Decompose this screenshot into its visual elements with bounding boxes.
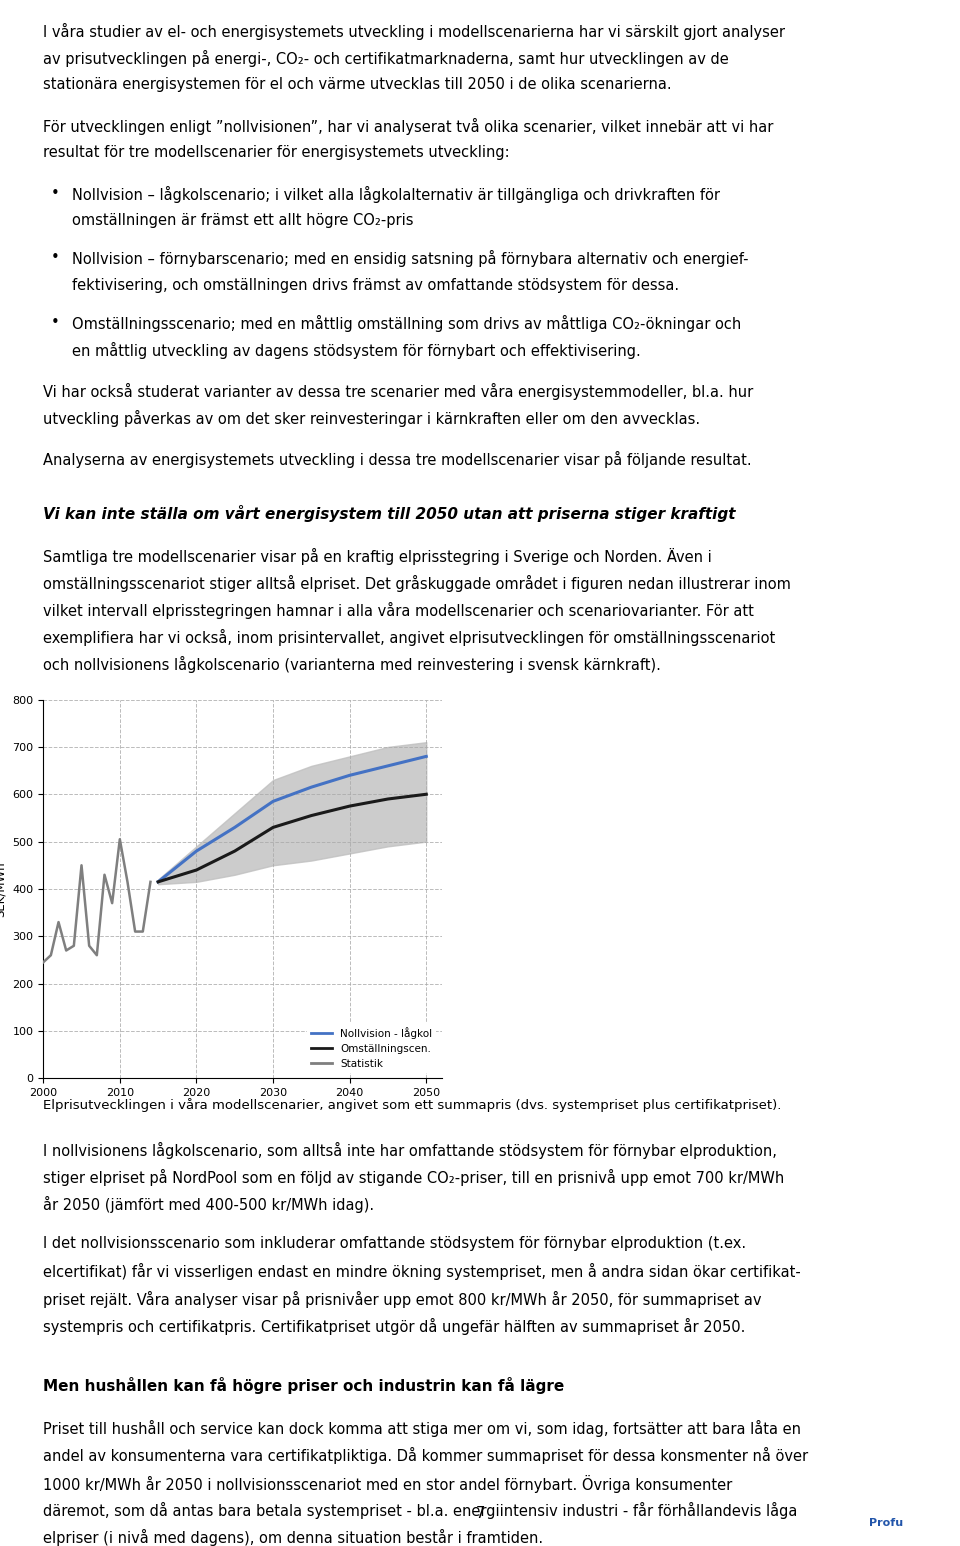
Text: •: •	[51, 250, 60, 266]
Text: I nollvisionens lågkolscenario, som alltså inte har omfattande stödsystem för fö: I nollvisionens lågkolscenario, som allt…	[43, 1141, 777, 1160]
Text: stationära energisystemen för el och värme utvecklas till 2050 i de olika scenar: stationära energisystemen för el och vär…	[43, 77, 672, 93]
Text: utveckling påverkas av om det sker reinvesteringar i kärnkraften eller om den av: utveckling påverkas av om det sker reinv…	[43, 410, 701, 427]
Text: Samtliga tre modellscenarier visar på en kraftig elprisstegring i Sverige och No: Samtliga tre modellscenarier visar på en…	[43, 547, 712, 566]
Text: omställningsscenariot stiger alltså elpriset. Det gråskuggade området i figuren : omställningsscenariot stiger alltså elpr…	[43, 575, 791, 592]
Text: 7: 7	[475, 1506, 485, 1521]
Text: Nollvision – förnybarscenario; med en ensidig satsning på förnybara alternativ o: Nollvision – förnybarscenario; med en en…	[72, 250, 749, 267]
Text: systempris och certifikatpris. Certifikatpriset utgör då ungefär hälften av summ: systempris och certifikatpris. Certifika…	[43, 1317, 746, 1334]
Text: Profu: Profu	[869, 1518, 903, 1527]
Text: I det nollvisionsscenario som inkluderar omfattande stödsystem för förnybar elpr: I det nollvisionsscenario som inkluderar…	[43, 1237, 746, 1251]
Text: Priset till hushåll och service kan dock komma att stiga mer om vi, som idag, fo: Priset till hushåll och service kan dock…	[43, 1421, 802, 1438]
Text: Vi kan inte ställa om vårt energisystem till 2050 utan att priserna stiger kraft: Vi kan inte ställa om vårt energisystem …	[43, 504, 735, 521]
Text: Elprisutvecklingen i våra modellscenarier, angivet som ett summapris (dvs. syste: Elprisutvecklingen i våra modellscenarie…	[43, 1098, 781, 1113]
Text: •: •	[51, 186, 60, 201]
Text: För utvecklingen enligt ”nollvisionen”, har vi analyserat två olika scenarier, v: För utvecklingen enligt ”nollvisionen”, …	[43, 117, 774, 135]
Text: av prisutvecklingen på energi-, CO₂- och certifikatmarknaderna, samt hur utveckl: av prisutvecklingen på energi-, CO₂- och…	[43, 49, 729, 68]
Text: och nollvisionens lågkolscenario (varianterna med reinvestering i svensk kärnkra: och nollvisionens lågkolscenario (varian…	[43, 656, 661, 674]
Text: däremot, som då antas bara betala systempriset - bl.a. energiintensiv industri -: däremot, som då antas bara betala system…	[43, 1501, 798, 1518]
Text: år 2050 (jämfört med 400-500 kr/MWh idag).: år 2050 (jämfört med 400-500 kr/MWh idag…	[43, 1195, 374, 1214]
Text: Nollvision – lågkolscenario; i vilket alla lågkolalternativ är tillgängliga och : Nollvision – lågkolscenario; i vilket al…	[72, 186, 720, 203]
Text: Vi har också studerat varianter av dessa tre scenarier med våra energisystemmode: Vi har också studerat varianter av dessa…	[43, 383, 754, 400]
Text: omställningen är främst ett allt högre CO₂-pris: omställningen är främst ett allt högre C…	[72, 212, 414, 227]
Text: 1000 kr/MWh år 2050 i nollvisionsscenariot med en stor andel förnybart. Övriga k: 1000 kr/MWh år 2050 i nollvisionsscenari…	[43, 1475, 732, 1492]
Text: Men hushållen kan få högre priser och industrin kan få lägre: Men hushållen kan få högre priser och in…	[43, 1377, 564, 1394]
Text: andel av konsumenterna vara certifikatpliktiga. Då kommer summapriset för dessa : andel av konsumenterna vara certifikatpl…	[43, 1447, 808, 1464]
Text: vilket intervall elprisstegringen hamnar i alla våra modellscenarier och scenari: vilket intervall elprisstegringen hamnar…	[43, 601, 754, 620]
Y-axis label: SEK/MWh: SEK/MWh	[0, 861, 7, 917]
Text: elpriser (i nivå med dagens), om denna situation består i framtiden.: elpriser (i nivå med dagens), om denna s…	[43, 1529, 543, 1546]
Text: priset rejält. Våra analyser visar på prisnivåer upp emot 800 kr/MWh år 2050, fö: priset rejält. Våra analyser visar på pr…	[43, 1291, 761, 1308]
Legend: Nollvision - lågkol, Omställningscen., Statistik: Nollvision - lågkol, Omställningscen., S…	[307, 1022, 437, 1073]
Text: Omställningsscenario; med en måttlig omställning som drivs av måttliga CO₂-öknin: Omställningsscenario; med en måttlig oms…	[72, 315, 741, 332]
Text: stiger elpriset på NordPool som en följd av stigande CO₂-priser, till en prisniv: stiger elpriset på NordPool som en följd…	[43, 1169, 784, 1186]
Text: I våra studier av el- och energisystemets utveckling i modellscenarierna har vi : I våra studier av el- och energisystemet…	[43, 23, 785, 40]
Text: Analyserna av energisystemets utveckling i dessa tre modellscenarier visar på fö: Analyserna av energisystemets utveckling…	[43, 450, 752, 468]
Text: en måttlig utveckling av dagens stödsystem för förnybart och effektivisering.: en måttlig utveckling av dagens stödsyst…	[72, 342, 640, 360]
Text: •: •	[51, 315, 60, 331]
Text: exemplifiera har vi också, inom prisintervallet, angivet elprisutvecklingen för : exemplifiera har vi också, inom prisinte…	[43, 629, 776, 646]
Text: resultat för tre modellscenarier för energisystemets utveckling:: resultat för tre modellscenarier för ene…	[43, 145, 510, 159]
Text: elcertifikat) får vi visserligen endast en mindre ökning systempriset, men å and: elcertifikat) får vi visserligen endast …	[43, 1263, 801, 1280]
Text: fektivisering, och omställningen drivs främst av omfattande stödsystem för dessa: fektivisering, och omställningen drivs f…	[72, 277, 679, 292]
